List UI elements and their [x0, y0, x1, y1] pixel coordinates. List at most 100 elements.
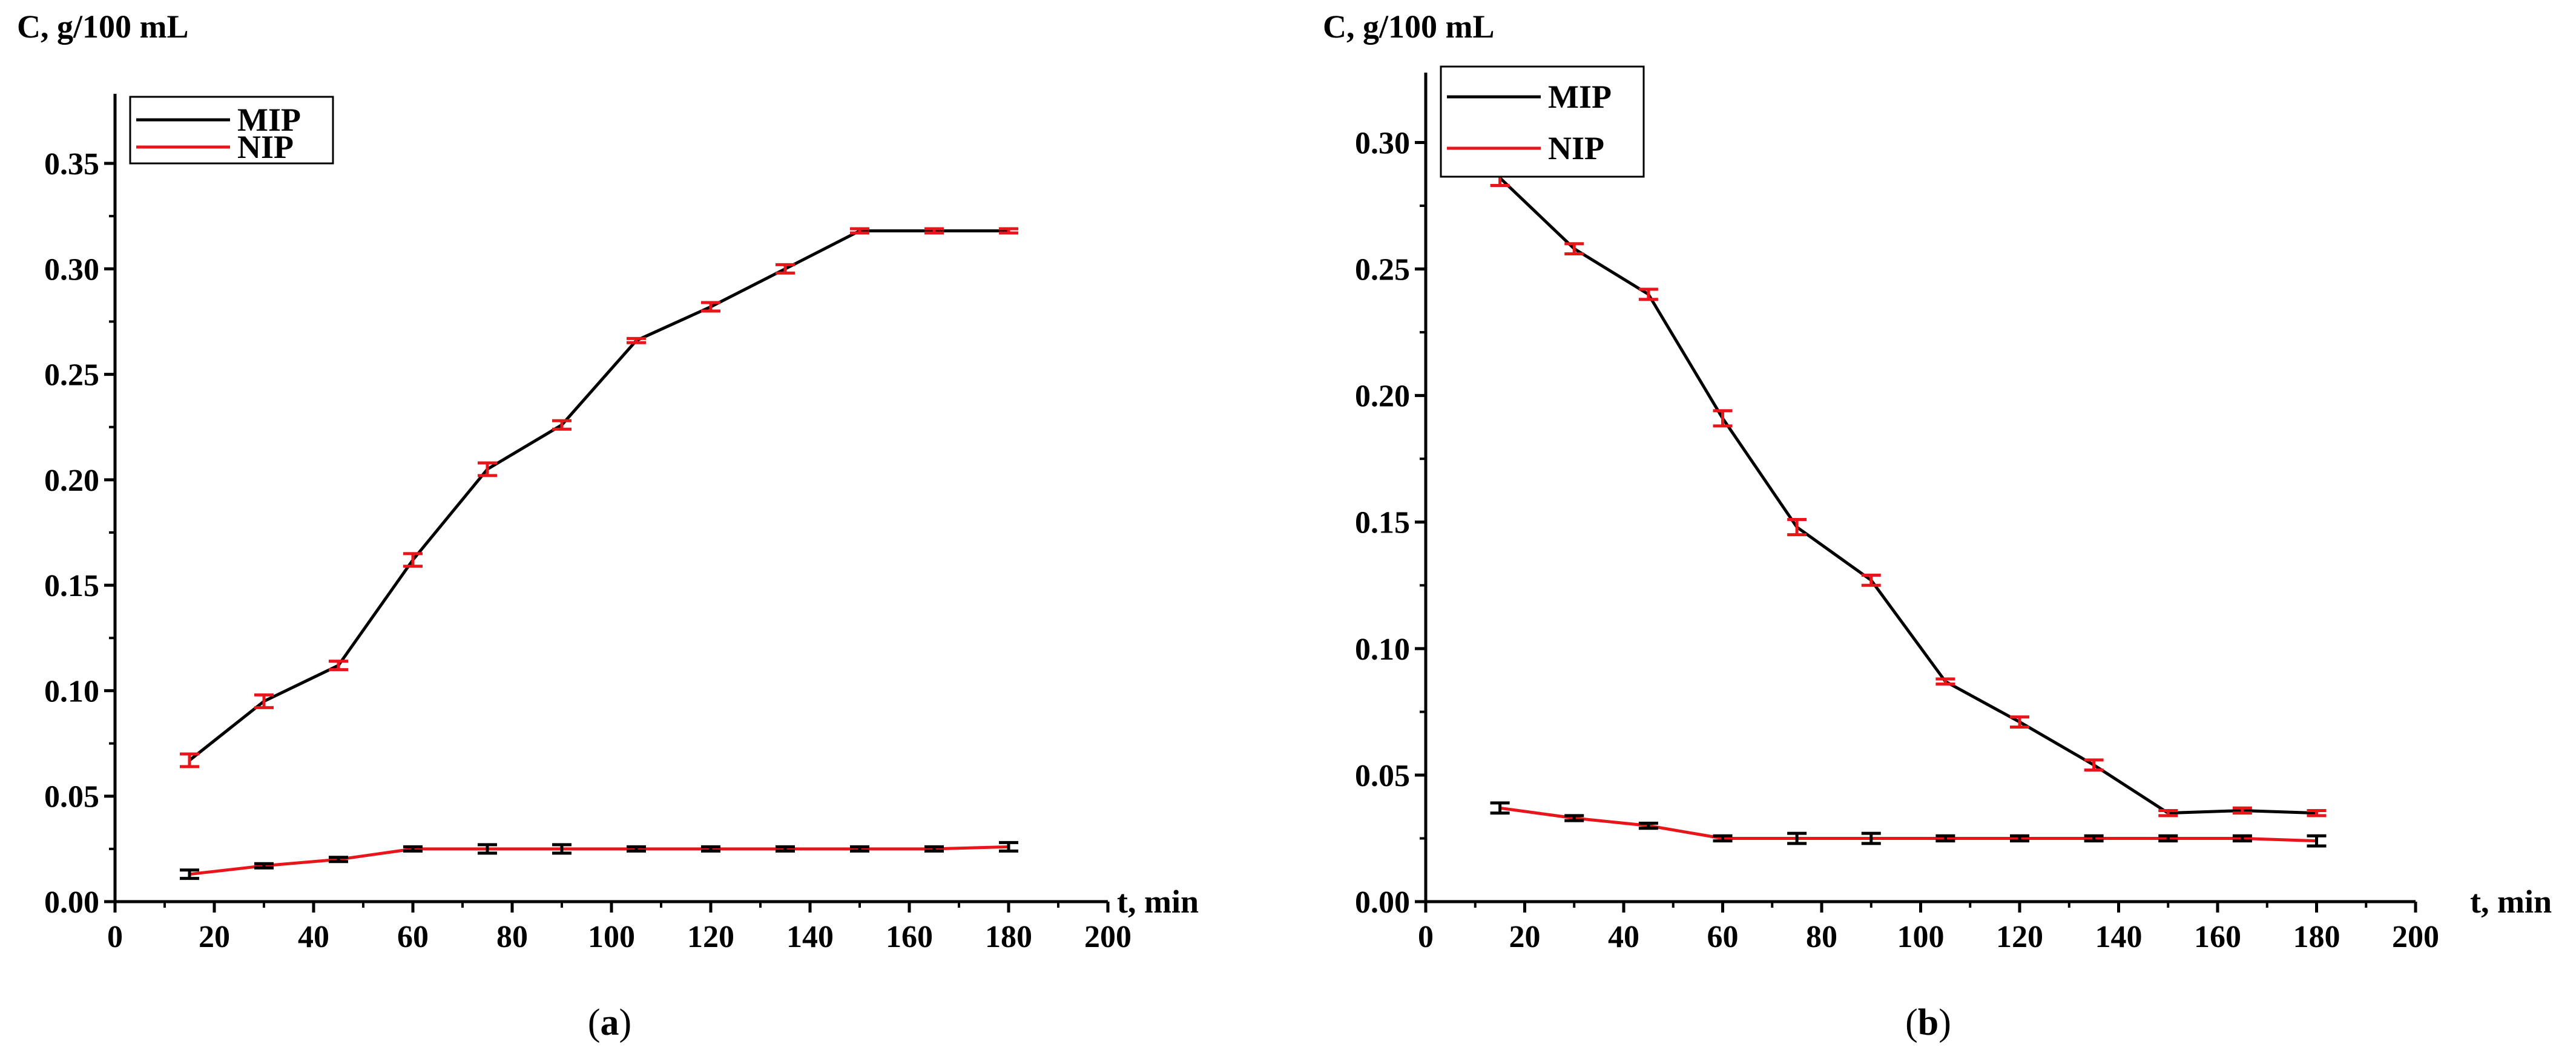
error-bar-nip	[180, 868, 199, 880]
series-line-mip	[188, 229, 1009, 762]
error-bar-nip	[403, 845, 423, 853]
error-bar-mip	[2232, 806, 2252, 815]
x-tick-label: 120	[687, 920, 734, 954]
y-tick-label: 0.15	[1355, 506, 1410, 540]
panel-caption: (b)	[1905, 1002, 1951, 1043]
error-bar-mip	[2307, 808, 2327, 818]
error-bar-nip	[1861, 831, 1881, 845]
error-bar-nip	[552, 843, 572, 855]
error-bar-nip	[254, 862, 274, 870]
x-ticks: 0 20 40 60 80 100 120 140 160 180 200	[107, 902, 1132, 954]
legend: MIP NIP	[1440, 65, 1645, 178]
legend-box	[1440, 65, 1645, 178]
series-nip	[180, 841, 1018, 880]
error-bar-mip	[1787, 518, 1807, 537]
error-bar-nip	[2232, 834, 2252, 843]
error-bar-nip	[2158, 834, 2178, 843]
error-bar-mip	[552, 419, 572, 431]
legend: MIP NIP	[129, 96, 334, 165]
legend-label-nip: NIP	[237, 129, 294, 165]
y-tick-label: 0.05	[1355, 759, 1410, 793]
series-nip	[1490, 801, 2327, 848]
chart-panel-b: 0.00 0.05 0.10 0.15 0.20 0.25 0.30 0 20 40 60 80 10…	[1323, 8, 2552, 1043]
y-tick-label: 0.20	[1355, 379, 1410, 414]
y-ticks: 0.00 0.05 0.10 0.15 0.20 0.25 0.30 0.35	[44, 147, 115, 920]
error-bar-mip	[329, 660, 348, 672]
chart-panel-a: 0.00 0.05 0.10 0.15 0.20 0.25 0.30 0.35 0 20 40 60…	[17, 8, 1199, 1043]
x-tick-label: 40	[1608, 920, 1639, 954]
error-bar-nip	[850, 845, 869, 853]
x-tick-label: 20	[1509, 920, 1541, 954]
y-tick-label: 0.30	[44, 252, 99, 287]
legend-box	[129, 96, 334, 165]
x-tick-label: 40	[298, 920, 329, 954]
error-bar-nip	[627, 845, 646, 853]
y-tick-label: 0.10	[1355, 632, 1410, 667]
x-tick-label: 100	[588, 920, 635, 954]
x-tick-label: 20	[199, 920, 230, 954]
error-bar-nip	[1564, 814, 1584, 822]
x-tick-label: 80	[496, 920, 528, 954]
x-tick-label: 200	[2392, 920, 2439, 954]
error-bar-nip	[2010, 834, 2029, 843]
y-tick-label: 0.35	[44, 147, 99, 182]
panel-caption: (a)	[588, 1002, 631, 1043]
error-bar-mip	[776, 263, 795, 275]
error-bar-nip	[999, 841, 1018, 853]
x-tick-label: 60	[1707, 920, 1739, 954]
y-tick-label: 0.00	[1355, 885, 1410, 920]
error-bar-mip	[1861, 574, 1881, 587]
x-tick-label: 80	[1806, 920, 1837, 954]
error-bar-mip	[180, 752, 199, 769]
x-tick-label: 60	[397, 920, 429, 954]
x-ticks: 0 20 40 60 80 100 120 140 160 180 200	[1418, 902, 2439, 954]
error-bar-mip	[1564, 242, 1584, 255]
x-tick-label: 140	[786, 920, 834, 954]
error-bar-mip	[850, 227, 869, 235]
error-bar-mip	[2158, 808, 2178, 818]
error-bar-nip	[924, 845, 944, 853]
y-tick-label: 0.20	[44, 464, 99, 498]
error-bar-nip	[1787, 831, 1807, 845]
error-bar-nip	[1490, 801, 1510, 815]
y-tick-label: 0.10	[44, 674, 99, 709]
error-bar-mip	[2010, 715, 2029, 729]
series-line-mip	[1498, 177, 2317, 815]
error-bar-mip	[2084, 758, 2104, 772]
legend-label-mip: MIP	[237, 102, 301, 138]
legend-label-nip: NIP	[1548, 130, 1604, 166]
x-tick-label: 160	[2194, 920, 2241, 954]
x-tick-label: 180	[985, 920, 1032, 954]
series-line-nip	[189, 845, 1009, 876]
error-bar-nip	[2084, 834, 2104, 843]
legend-label-mip: MIP	[1548, 79, 1612, 115]
error-bar-mip	[999, 227, 1018, 235]
y-tick-label: 0.15	[44, 569, 99, 603]
x-tick-label: 0	[1418, 920, 1434, 954]
series-line-nip	[1500, 806, 2317, 843]
x-tick-label: 100	[1897, 920, 1945, 954]
error-bar-mip	[1713, 409, 1733, 428]
error-bar-nip	[478, 843, 497, 855]
series-mip	[180, 227, 1018, 769]
x-tick-label: 0	[107, 920, 123, 954]
x-tick-label: 120	[1996, 920, 2043, 954]
error-bar-nip	[329, 856, 348, 864]
error-bar-mip	[1935, 677, 1955, 686]
panel-caption-letter: b	[1918, 1002, 1939, 1043]
y-ticks: 0.00 0.05 0.10 0.15 0.20 0.25 0.30	[1355, 126, 1426, 920]
series-mip	[1490, 168, 2327, 818]
error-bar-mip	[254, 693, 274, 709]
panel-caption-letter: a	[601, 1002, 619, 1043]
y-axis-label: C, g/100 mL	[17, 8, 189, 45]
x-tick-label: 140	[2095, 920, 2143, 954]
x-tick-label: 180	[2293, 920, 2340, 954]
error-bar-nip	[701, 845, 720, 853]
y-tick-label: 0.25	[44, 358, 99, 393]
error-bar-mip	[701, 301, 720, 313]
error-bar-nip	[1935, 834, 1955, 843]
y-axis-label: C, g/100 mL	[1323, 8, 1495, 45]
y-tick-label: 0.00	[44, 885, 99, 920]
error-bar-mip	[403, 552, 423, 568]
